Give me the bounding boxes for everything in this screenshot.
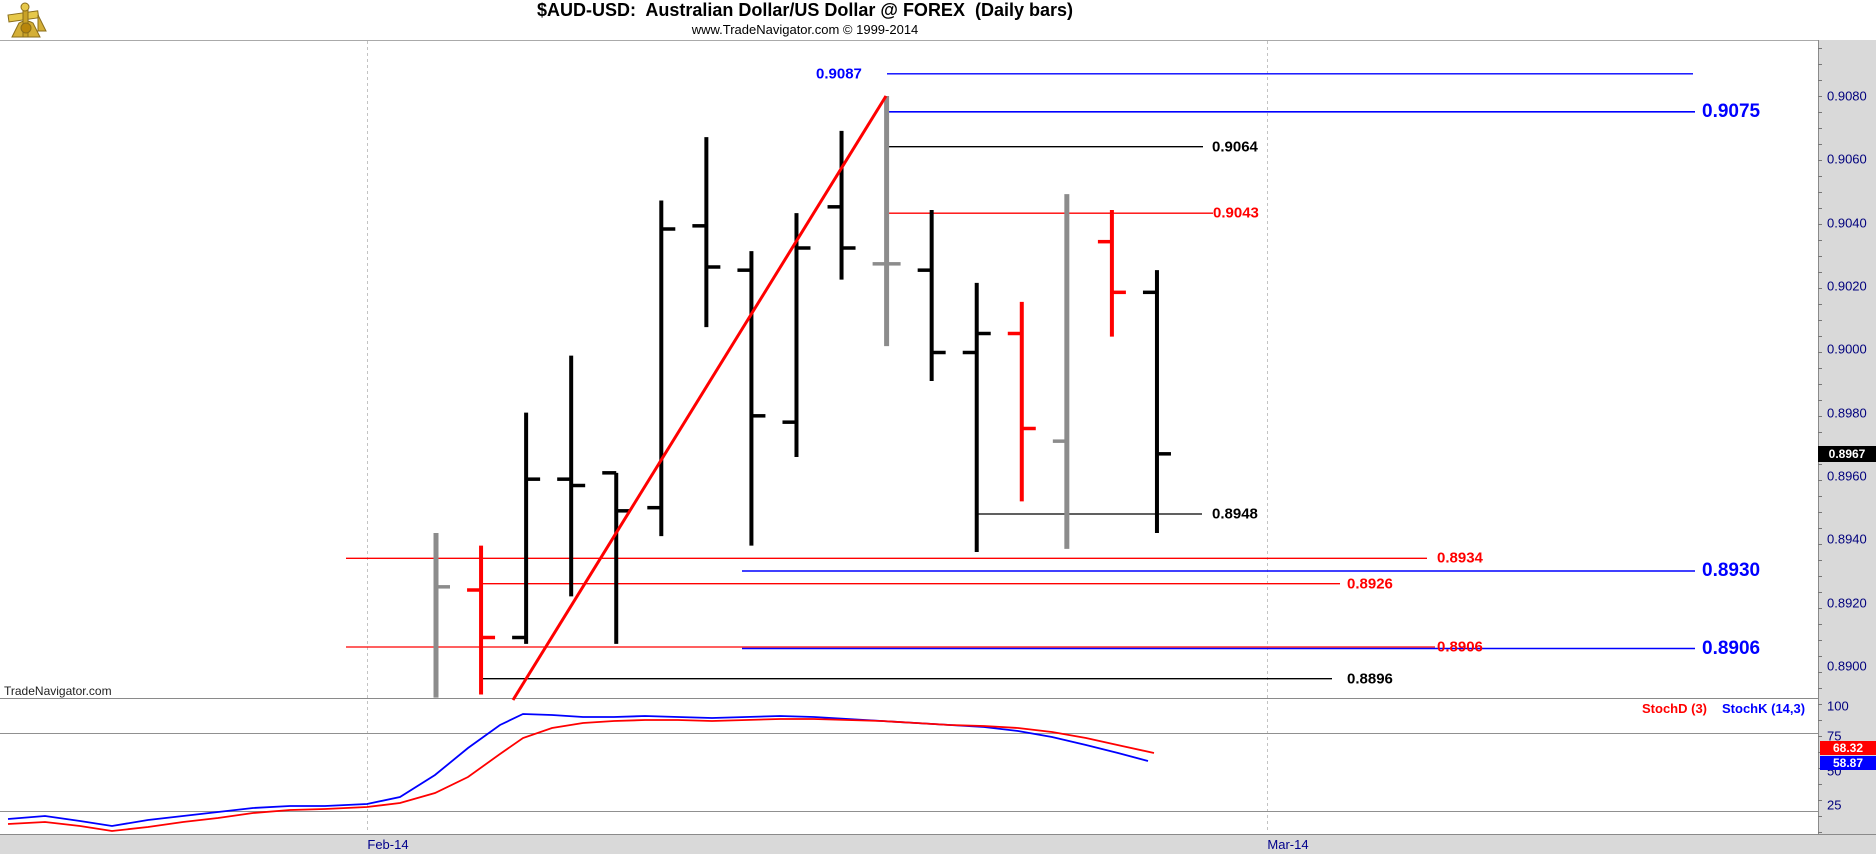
chart-title: $AUD-USD: Australian Dollar/US Dollar @ …: [537, 0, 1073, 20]
stoch-d-value-badge: 68.32: [1820, 741, 1876, 755]
stoch-d-line: [7, 718, 1155, 832]
price-axis-strip[interactable]: [1818, 40, 1876, 834]
stoch-k-value-badge: 58.87: [1820, 756, 1876, 770]
stoch-d-legend: StochD (3): [1642, 701, 1707, 716]
watermark-text: TradeNavigator.com: [4, 684, 112, 698]
price-axis-minor-ticks: [1818, 40, 1822, 834]
date-axis-strip[interactable]: [0, 834, 1876, 854]
stoch-k-line: [7, 713, 1149, 827]
trendline: [511, 95, 888, 701]
current-price-badge: 0.8967: [1818, 445, 1876, 462]
chart-subtitle: www.TradeNavigator.com © 1999-2014: [691, 22, 919, 37]
stoch-k-legend: StochK (14,3): [1722, 701, 1806, 716]
trade-navigator-logo-icon: [2, 1, 52, 48]
